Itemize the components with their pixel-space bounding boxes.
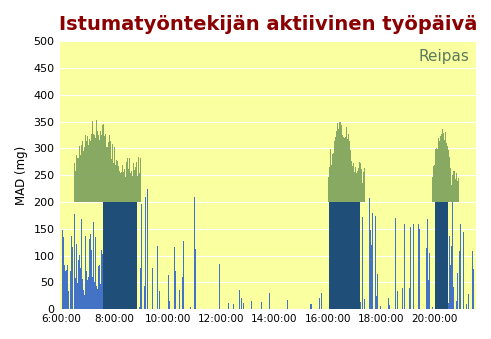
Title: Istumatyöntekijän aktiivinen työpäivä: Istumatyöntekijän aktiivinen työpäivä <box>58 15 477 34</box>
Y-axis label: MAD (mg): MAD (mg) <box>15 145 28 205</box>
Bar <box>329 202 360 309</box>
Bar <box>103 202 136 309</box>
Text: Reipas: Reipas <box>419 49 470 64</box>
Bar <box>435 202 448 309</box>
